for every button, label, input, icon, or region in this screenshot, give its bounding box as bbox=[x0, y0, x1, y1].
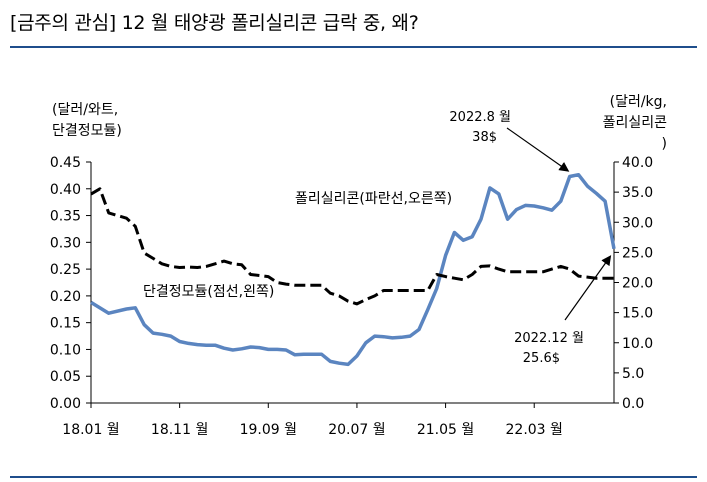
series-label-polysilicon: 폴리실리콘(파란선,오른쪽) bbox=[295, 191, 452, 207]
left-axis-label-line: (달러/와트, bbox=[52, 102, 119, 118]
left-tick-label: 0.10 bbox=[50, 342, 81, 358]
left-tick-label: 0.05 bbox=[50, 369, 81, 385]
annotation-peak-date: 2022.8 월 bbox=[449, 110, 511, 125]
right-tick-label: 0.0 bbox=[622, 396, 644, 412]
right-tick-label: 5.0 bbox=[622, 366, 644, 382]
annotation-dec-arrow bbox=[564, 255, 612, 321]
chart-title: [금주의 관심] 12 월 태양광 폴리실리콘 급락 중, 왜? bbox=[10, 12, 419, 34]
header-divider bbox=[10, 46, 697, 48]
footer-divider bbox=[10, 476, 697, 478]
left-tick-label: 0.30 bbox=[50, 235, 81, 251]
annotation-dec-value: 25.6$ bbox=[523, 351, 560, 366]
x-tick-label: 20.07 월 bbox=[328, 422, 385, 438]
left-tick-label: 0.45 bbox=[50, 155, 81, 171]
left-tick-label: 0.20 bbox=[50, 289, 81, 305]
right-axis-label-line: 폴리실리콘 bbox=[602, 115, 667, 131]
module-series-line bbox=[90, 187, 614, 306]
right-axis-label: (달러/kg, 폴리실리콘 ) bbox=[603, 92, 667, 155]
left-axis-label: (달러/와트, 단결정모듈) bbox=[52, 100, 122, 142]
x-tick-label: 18.11 월 bbox=[151, 422, 208, 438]
polysilicon-series-line bbox=[90, 172, 616, 367]
annotation-dec-date: 2022.12 월 bbox=[514, 331, 584, 346]
right-tick-label: 15.0 bbox=[622, 306, 653, 322]
series-label-module: 단결정모듈(점선,왼쪽) bbox=[143, 284, 274, 300]
x-tick-label: 18.01 월 bbox=[62, 422, 119, 438]
left-tick-label: 0.00 bbox=[50, 396, 81, 412]
left-tick-label: 0.15 bbox=[50, 316, 81, 332]
left-axis-label-line: 단결정모듈) bbox=[52, 123, 122, 139]
annotation-peak-value: 38$ bbox=[472, 130, 497, 145]
right-axis-label-line: (달러/kg, bbox=[609, 94, 667, 110]
annotation-peak-arrow bbox=[506, 127, 570, 172]
right-tick-label: 10.0 bbox=[622, 336, 653, 352]
right-tick-label: 35.0 bbox=[622, 185, 653, 201]
x-tick-label: 21.05 월 bbox=[417, 422, 474, 438]
right-tick-label: 40.0 bbox=[622, 155, 653, 171]
left-tick-label: 0.25 bbox=[50, 262, 81, 278]
right-tick-label: 25.0 bbox=[622, 245, 653, 261]
right-tick-label: 30.0 bbox=[622, 215, 653, 231]
right-axis-label-line: ) bbox=[661, 136, 667, 152]
left-tick-label: 0.35 bbox=[50, 209, 81, 225]
x-tick-label: 22.03 월 bbox=[506, 422, 563, 438]
x-tick-label: 19.09 월 bbox=[240, 422, 297, 438]
left-tick-label: 0.40 bbox=[50, 182, 81, 198]
right-tick-label: 20.0 bbox=[622, 276, 653, 292]
